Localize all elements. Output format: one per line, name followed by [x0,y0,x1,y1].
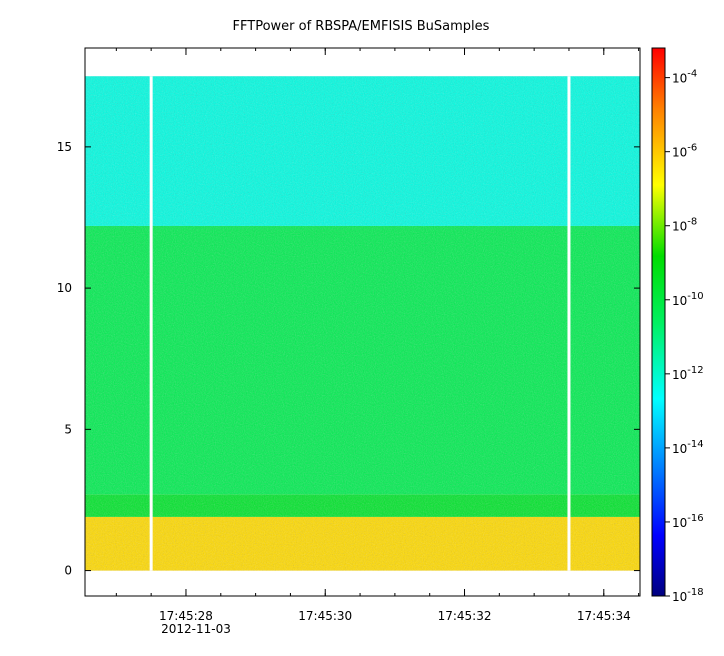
x-tick-label: 17:45:28 [159,609,213,623]
gap-line-1 [567,76,571,571]
colorbar-tick-label: 10-8 [672,217,697,234]
plot-area [84,47,641,597]
colorbar-tick-label: 10-4 [672,69,697,86]
gap-line-0 [149,76,153,571]
colorbar-tick-label: 10-6 [672,143,697,160]
colorbar-tick-label: 10-18 [672,587,704,604]
y-tick-label: 10 [57,281,72,295]
y-tick-label: 0 [64,564,72,578]
x-axis: 17:45:28 17:45:30 17:45:32 17:45:34 [115,48,640,623]
y-tick-label: 5 [64,422,72,436]
colorbar-tick-label: 10-10 [672,291,704,308]
x-tick-label: 17:45:30 [298,609,352,623]
colorbar: 10-4 10-6 10-8 10-10 10-12 10-14 10-16 10-18 [651,47,704,604]
x-date-label: 2012-11-03 [161,622,231,636]
colorbar-tick-label: 10-14 [672,439,704,456]
colorbar-gradient [651,47,666,597]
y-tick-label: 15 [57,140,72,154]
y-axis: 0 5 10 15 [57,140,640,578]
colorbar-ticks: 10-4 10-6 10-8 10-10 10-12 10-14 10-16 10-18 [665,69,704,604]
plot-frame [84,47,641,597]
colorbar-tick-label: 10-16 [672,513,704,530]
data-gaps [149,76,571,571]
chart-title: FFTPower of RBSPA/EMFISIS BuSamples [233,19,490,34]
x-tick-label: 17:45:32 [438,609,492,623]
x-tick-label: 17:45:34 [577,609,631,623]
colorbar-tick-label: 10-12 [672,365,704,382]
noise-texture [85,76,640,571]
